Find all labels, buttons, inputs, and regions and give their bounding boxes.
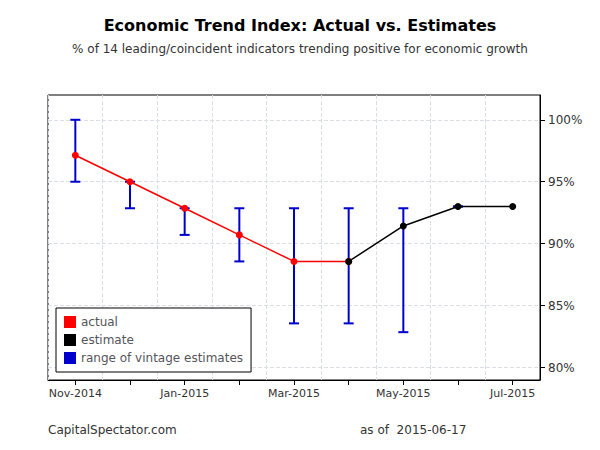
svg-text:Mar-2015: Mar-2015 [268,387,320,400]
svg-text:100%: 100% [548,113,582,127]
svg-text:95%: 95% [548,175,575,189]
svg-text:% of 14 leading/coincident ind: % of 14 leading/coincident indicators tr… [72,42,528,56]
svg-text:as of 2015-06-17: as of 2015-06-17 [360,423,466,437]
svg-text:90%: 90% [548,237,575,251]
svg-text:May-2015: May-2015 [376,387,431,400]
svg-text:range of vintage estimates: range of vintage estimates [81,351,243,365]
svg-text:Jan-2015: Jan-2015 [159,387,209,400]
svg-text:Economic Trend Index: Actual v: Economic Trend Index: Actual vs. Estimat… [104,16,497,35]
svg-text:estimate: estimate [81,333,134,347]
svg-text:85%: 85% [548,299,575,313]
svg-text:actual: actual [81,315,118,329]
svg-text:Jul-2015: Jul-2015 [489,387,535,400]
svg-text:80%: 80% [548,361,575,375]
svg-text:CapitalSpectator.com: CapitalSpectator.com [48,423,177,437]
svg-text:Nov-2014: Nov-2014 [49,387,102,400]
